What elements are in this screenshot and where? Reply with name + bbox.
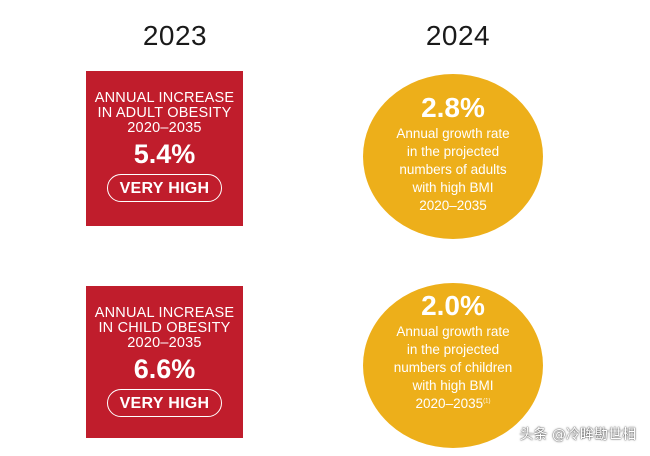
year-2023-heading: 2023 [142, 20, 208, 51]
child-growth-line1: Annual growth rate [396, 324, 510, 339]
child-obesity-value: 6.6% [133, 354, 196, 384]
adult-growth-value: 2.8% [421, 92, 485, 123]
child-heading-line1: ANNUAL INCREASE [94, 305, 235, 321]
child-growth-line2: in the projected [406, 342, 500, 357]
child-period: 2020–2035 [127, 335, 202, 351]
adult-rating-badge: VERY HIGH [107, 174, 222, 202]
child-rating-badge: VERY HIGH [107, 389, 222, 417]
adult-growth-circle: 2.8% Annual growth rate in the projected… [363, 74, 543, 239]
child-growth-line4: with high BMI [412, 378, 494, 393]
child-growth-period: 2020–2035 [415, 396, 484, 411]
source-watermark: 头条 @冷眸勘世相 [519, 427, 636, 443]
adult-period: 2020–2035 [127, 120, 202, 136]
adult-obesity-card: ANNUAL INCREASE IN ADULT OBESITY 2020–20… [86, 71, 243, 226]
adult-obesity-value: 5.4% [133, 139, 196, 169]
child-heading-line2: IN CHILD OBESITY [98, 320, 231, 336]
adult-heading-line2: IN ADULT OBESITY [97, 105, 232, 121]
adult-growth-line4: with high BMI [412, 180, 494, 195]
adult-growth-period: 2020–2035 [419, 198, 487, 213]
child-growth-circle: 2.0% Annual growth rate in the projected… [363, 283, 543, 448]
child-growth-footnote: (1) [483, 398, 491, 405]
adult-heading-line1: ANNUAL INCREASE [94, 90, 235, 106]
adult-growth-line2: in the projected [406, 144, 500, 159]
year-2024-heading: 2024 [425, 20, 491, 51]
child-growth-line3: numbers of children [393, 360, 513, 375]
child-growth-period-line: 2020–2035(1) [363, 395, 543, 413]
child-obesity-card: ANNUAL INCREASE IN CHILD OBESITY 2020–20… [86, 286, 243, 438]
adult-growth-line3: numbers of adults [399, 162, 507, 177]
child-growth-value: 2.0% [421, 290, 485, 321]
adult-growth-line1: Annual growth rate [396, 126, 510, 141]
